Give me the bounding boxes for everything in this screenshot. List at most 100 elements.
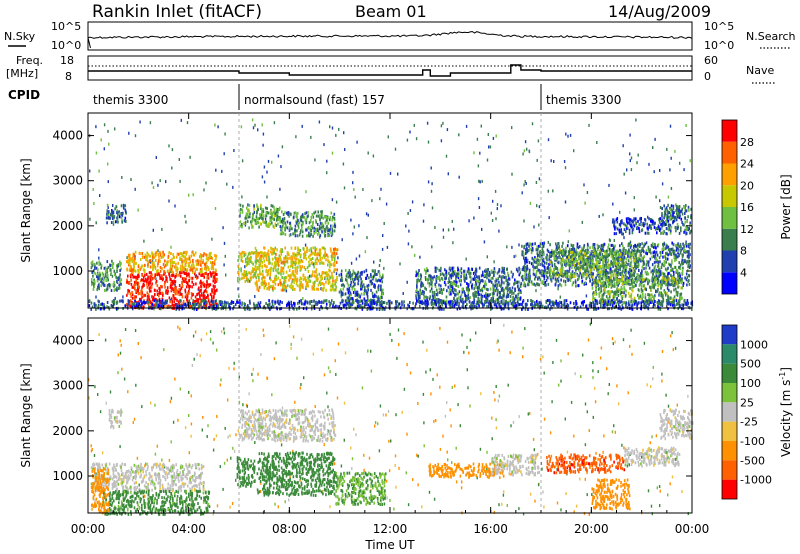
power-cell (448, 291, 450, 294)
power-cell (152, 298, 154, 302)
power-cell (244, 274, 246, 277)
power-cell (536, 258, 539, 262)
power-cell (212, 279, 214, 283)
power-cell (283, 217, 286, 220)
power-cell (283, 260, 285, 264)
power-cell (489, 293, 491, 296)
power-cell (561, 244, 563, 248)
power-cell (185, 257, 188, 261)
power-cell (255, 215, 258, 219)
power-cell (97, 273, 100, 277)
power-cell (340, 290, 342, 294)
power-cell (131, 291, 133, 294)
power-cell (507, 300, 510, 304)
power-cell (318, 215, 321, 219)
power-cell (114, 273, 116, 277)
power-cell (639, 243, 641, 247)
power-cell (146, 251, 148, 255)
power-cell (535, 261, 537, 264)
power-cell (151, 261, 154, 265)
power-cell (366, 294, 369, 298)
power-cell (264, 281, 267, 285)
power-cell (619, 248, 621, 252)
power-cell (615, 253, 617, 257)
power-cell (477, 288, 479, 292)
power-speckle (203, 188, 205, 192)
power-cell (492, 285, 494, 289)
power-speckle (553, 160, 555, 163)
power-cell (175, 268, 177, 272)
power-cell (364, 289, 367, 292)
power-cell (365, 291, 368, 295)
power-cell (100, 279, 102, 283)
power-cell (522, 266, 525, 270)
power-cell (188, 275, 191, 279)
power-speckle (641, 297, 643, 301)
power-cell (195, 259, 197, 263)
power-speckle (379, 197, 381, 201)
power-cell (677, 251, 679, 255)
power-cell (112, 266, 114, 270)
power-cell (627, 270, 630, 274)
power-cell (211, 289, 213, 293)
power-cell (203, 252, 205, 256)
power-cell (638, 277, 641, 281)
power-cell (660, 266, 663, 270)
power-cell (118, 275, 121, 279)
power-speckle (89, 217, 91, 221)
power-cell (116, 276, 118, 280)
power-cell (542, 271, 545, 275)
power-cell (345, 278, 348, 282)
power-cell (371, 281, 374, 285)
power-cell (188, 285, 190, 288)
power-speckle (314, 158, 316, 162)
power-speckle (491, 219, 494, 222)
power-cell (266, 270, 269, 274)
power-cell (484, 293, 487, 297)
power-cell (327, 263, 329, 267)
power-cell (666, 268, 668, 272)
power-cell (213, 271, 216, 275)
power-cell (106, 285, 109, 289)
power-cell (689, 253, 691, 257)
power-cell (380, 284, 382, 288)
power-cell (542, 257, 545, 261)
power-cell (163, 270, 165, 274)
power-cell (328, 233, 330, 237)
power-speckle (103, 147, 105, 151)
power-cell (118, 283, 120, 287)
power-cell (509, 291, 511, 294)
power-cell (490, 297, 493, 301)
power-cell (439, 290, 442, 294)
power-cell (415, 270, 418, 274)
power-cell (633, 264, 636, 268)
power-cell (565, 246, 567, 250)
power-cell (560, 284, 563, 288)
power-cell (315, 259, 317, 263)
power-cell (376, 279, 378, 283)
power-cell (643, 244, 645, 248)
power-cell (448, 292, 451, 296)
power-cell (630, 251, 632, 255)
power-cell (508, 282, 511, 286)
power-cell (106, 274, 109, 277)
power-cell (286, 256, 288, 260)
power-speckle (447, 228, 450, 232)
power-cell (95, 266, 98, 270)
power-cell (275, 278, 278, 282)
power-cell (200, 257, 203, 261)
power-cell (665, 260, 667, 264)
power-cell (305, 217, 308, 221)
power-cell (615, 266, 618, 270)
power-cell (199, 253, 202, 257)
power-cell (589, 268, 591, 272)
power-cell (103, 278, 105, 282)
power-speckle (386, 245, 389, 249)
power-cell (182, 265, 184, 269)
power-cell (524, 283, 526, 287)
power-speckle (537, 139, 540, 143)
power-cell (614, 268, 616, 272)
power-cell (541, 263, 544, 267)
power-cell (627, 252, 629, 256)
power-cell (511, 275, 514, 279)
